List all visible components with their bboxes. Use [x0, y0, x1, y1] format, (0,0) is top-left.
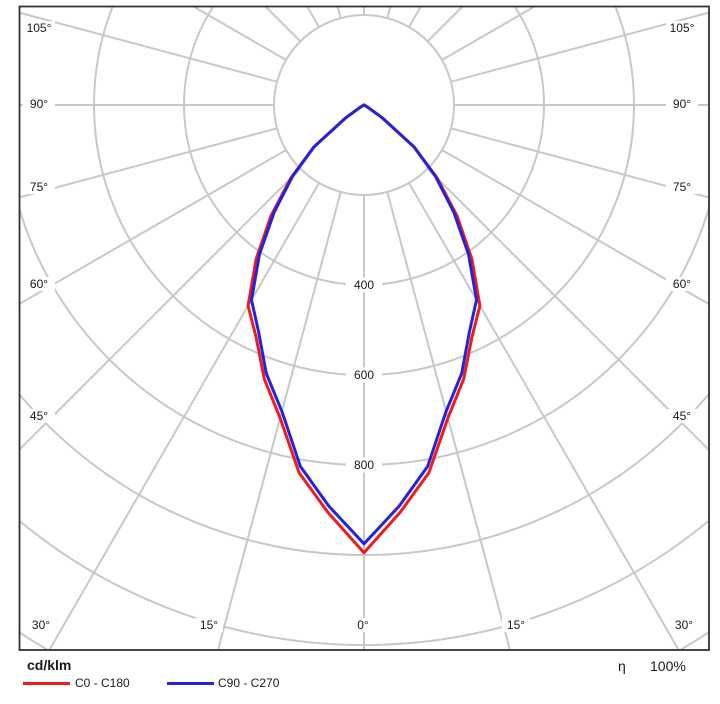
- left-angle-halo: [23, 21, 55, 35]
- angle-label-bottom-4: 30°: [675, 618, 693, 632]
- units-label: cd/klm: [27, 657, 72, 673]
- angle-label-bottom-0: 30°: [32, 618, 50, 632]
- legend-label-c0-c180: C0 - C180: [75, 676, 130, 690]
- angle-label-bottom-2: 0°: [357, 618, 369, 632]
- angle-label-right-90: 90°: [673, 97, 691, 111]
- grid-spoke-30: [48, 182, 320, 650]
- angle-label-bottom-3: 15°: [507, 618, 525, 632]
- bottom-angle-halo: [195, 618, 223, 632]
- ring-label-halo-400: [346, 277, 382, 293]
- curve-C90-C270: [250, 103, 478, 546]
- grid-spoke-45: [426, 167, 709, 452]
- bottom-angle-halo: [349, 618, 377, 632]
- bottom-angle-halo: [670, 618, 698, 632]
- right-angle-halo: [666, 277, 698, 291]
- grid-spoke-105: [19, 11, 278, 83]
- grid-spoke-75: [450, 127, 709, 199]
- legend-label-c90-c270: C90 - C270: [218, 676, 280, 690]
- angle-label-right-105: 105°: [670, 21, 695, 35]
- angle-label-left-105: 105°: [27, 21, 52, 35]
- ring-label-800: 800: [354, 458, 374, 472]
- left-angle-halo: [23, 277, 55, 291]
- angle-label-left-75: 75°: [30, 180, 48, 194]
- ring-label-600: 600: [354, 368, 374, 382]
- grid-spoke-105: [450, 11, 709, 83]
- left-angle-halo: [23, 97, 55, 111]
- grid-spoke-60: [19, 149, 287, 306]
- plot-border: [18, 5, 710, 651]
- angle-label-right-75: 75°: [673, 180, 691, 194]
- right-angle-halo: [666, 409, 698, 423]
- right-angle-halo: [666, 180, 698, 194]
- grid-spoke-165: [386, 6, 392, 19]
- grid-spoke-15: [216, 191, 342, 650]
- angle-label-right-45: 45°: [673, 409, 691, 423]
- grid-spoke-165: [336, 6, 342, 19]
- grid-ring-800: [19, 204, 709, 466]
- ring-label-halo-600: [346, 367, 382, 383]
- efficiency-value: 100%: [650, 658, 686, 674]
- grid-spoke-30: [408, 182, 680, 650]
- angle-label-left-45: 45°: [30, 409, 48, 423]
- grid-spoke-60: [441, 149, 709, 306]
- angle-label-left-90: 90°: [30, 97, 48, 111]
- grid-spoke-45: [19, 167, 302, 451]
- bottom-angle-halo: [27, 618, 55, 632]
- left-angle-halo: [23, 409, 55, 423]
- legend-swatch-c90-c270: [167, 682, 214, 685]
- ring-label-halo-800: [346, 457, 382, 473]
- angle-label-right-60: 60°: [673, 277, 691, 291]
- grid-spoke-75: [19, 127, 278, 199]
- left-angle-halo: [23, 180, 55, 194]
- legend-swatch-c0-c180: [23, 682, 70, 685]
- angle-label-left-60: 60°: [30, 277, 48, 291]
- right-angle-halo: [666, 97, 698, 111]
- grid-spoke-15: [386, 191, 512, 650]
- right-angle-halo: [666, 21, 698, 35]
- eta-symbol: η: [618, 658, 626, 674]
- angle-label-bottom-1: 15°: [200, 618, 218, 632]
- ring-label-400: 400: [354, 278, 374, 292]
- bottom-angle-halo: [502, 618, 530, 632]
